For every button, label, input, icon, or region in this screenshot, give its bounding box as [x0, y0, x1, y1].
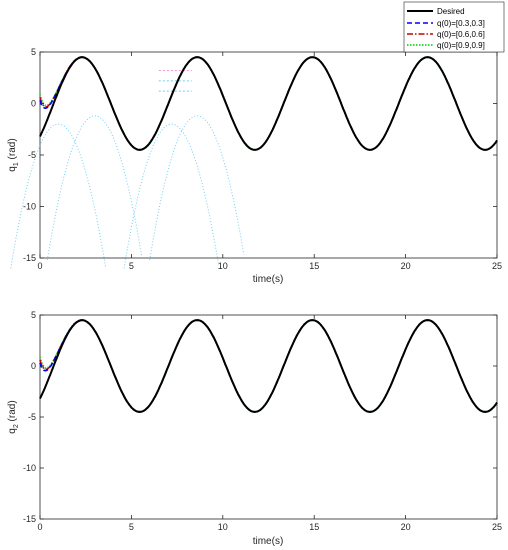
legend: Desired q(0)=[0.3,0.3] q(0)=[0.6,0.6] q(…: [403, 1, 505, 53]
bottom-ytick-label: 0: [31, 361, 36, 371]
top-xtick-label: 15: [309, 261, 319, 271]
bottom-xtick-label: 10: [218, 522, 228, 532]
bottom-ytick-label: -5: [28, 412, 36, 422]
bottom-y-axis-label: q2 (rad): [7, 400, 20, 433]
top-series-desired: [39, 56, 498, 151]
bottom-ytick-label: 5: [31, 310, 36, 320]
top-xtick-label: 10: [218, 261, 228, 271]
top-xtick-label: 5: [129, 261, 134, 271]
top-y-axis-label: q1 (rad): [7, 138, 20, 171]
legend-entry-q06: q(0)=[0.6,0.6]: [437, 30, 485, 39]
top-xtick-label: 25: [492, 261, 502, 271]
top-ytick-label: 5: [31, 47, 36, 57]
bottom-x-axis-label: time(s): [253, 536, 284, 547]
bottom-xtick-label: 5: [129, 522, 134, 532]
bottom-xtick-label: 25: [492, 522, 502, 532]
top-y-label-unit: (rad): [7, 138, 18, 162]
top-faint-artifacts: [10, 70, 245, 269]
bottom-panel: 0 5 10 15 20 25 5 0 -5 -10 -15 time(s) q2 (rad): [7, 310, 502, 547]
legend-entry-q03: q(0)=[0.3,0.3]: [437, 19, 485, 28]
top-y-label-subscript: 1: [13, 162, 20, 166]
bottom-series-lines: [39, 318, 498, 413]
bottom-xtick-label: 0: [37, 522, 42, 532]
top-ytick-label: 0: [31, 99, 36, 109]
bottom-y-label-unit: (rad): [7, 400, 18, 424]
top-xtick-label: 0: [37, 261, 42, 271]
top-ytick-label: -15: [23, 253, 36, 263]
top-plot-area: [39, 51, 498, 259]
legend-entry-q09: q(0)=[0.9,0.9]: [437, 41, 485, 50]
bottom-series-desired: [39, 319, 498, 413]
top-ytick-label: -5: [28, 150, 36, 160]
bottom-xtick-label: 20: [401, 522, 411, 532]
top-faint-artifact-arc: [46, 115, 143, 261]
top-series-lines: [39, 56, 498, 151]
top-x-axis-label: time(s): [253, 274, 284, 285]
top-faint-artifact-arc: [123, 123, 219, 269]
top-faint-artifact-arc: [149, 115, 245, 261]
bottom-ytick-label: -10: [23, 463, 36, 473]
top-faint-artifact-arc: [10, 123, 107, 269]
top-panel: 0 5 10 15 20 25 5 0 -5 -10 -15 time(s) q1 (rad): [7, 47, 502, 285]
bottom-ticks: 0 5 10 15 20 25 5 0 -5 -10 -15: [23, 310, 502, 532]
bottom-y-label-subscript: 2: [13, 424, 20, 428]
legend-entry-desired: Desired: [437, 7, 465, 16]
top-y-label-main: q: [7, 166, 18, 172]
bottom-y-label-main: q: [7, 428, 18, 434]
bottom-plot-area: [39, 314, 498, 520]
top-xtick-label: 20: [401, 261, 411, 271]
top-ticks: 0 5 10 15 20 25 5 0 -5 -10 -15: [23, 47, 502, 271]
bottom-xtick-label: 15: [309, 522, 319, 532]
top-ytick-label: -10: [23, 202, 36, 212]
bottom-ytick-label: -15: [23, 514, 36, 524]
